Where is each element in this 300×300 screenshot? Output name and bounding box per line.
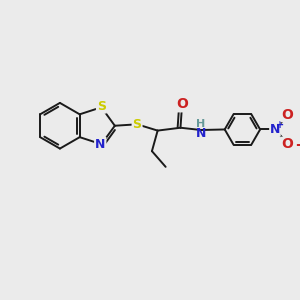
Text: O: O xyxy=(176,97,188,111)
Text: N: N xyxy=(196,127,206,140)
Text: -: - xyxy=(295,137,300,152)
Text: +: + xyxy=(276,120,284,130)
Text: S: S xyxy=(97,100,106,112)
Text: O: O xyxy=(281,137,293,151)
Text: N: N xyxy=(270,123,280,136)
Text: N: N xyxy=(95,138,105,151)
Text: S: S xyxy=(133,118,142,131)
Text: H: H xyxy=(196,119,206,129)
Text: O: O xyxy=(281,108,293,122)
